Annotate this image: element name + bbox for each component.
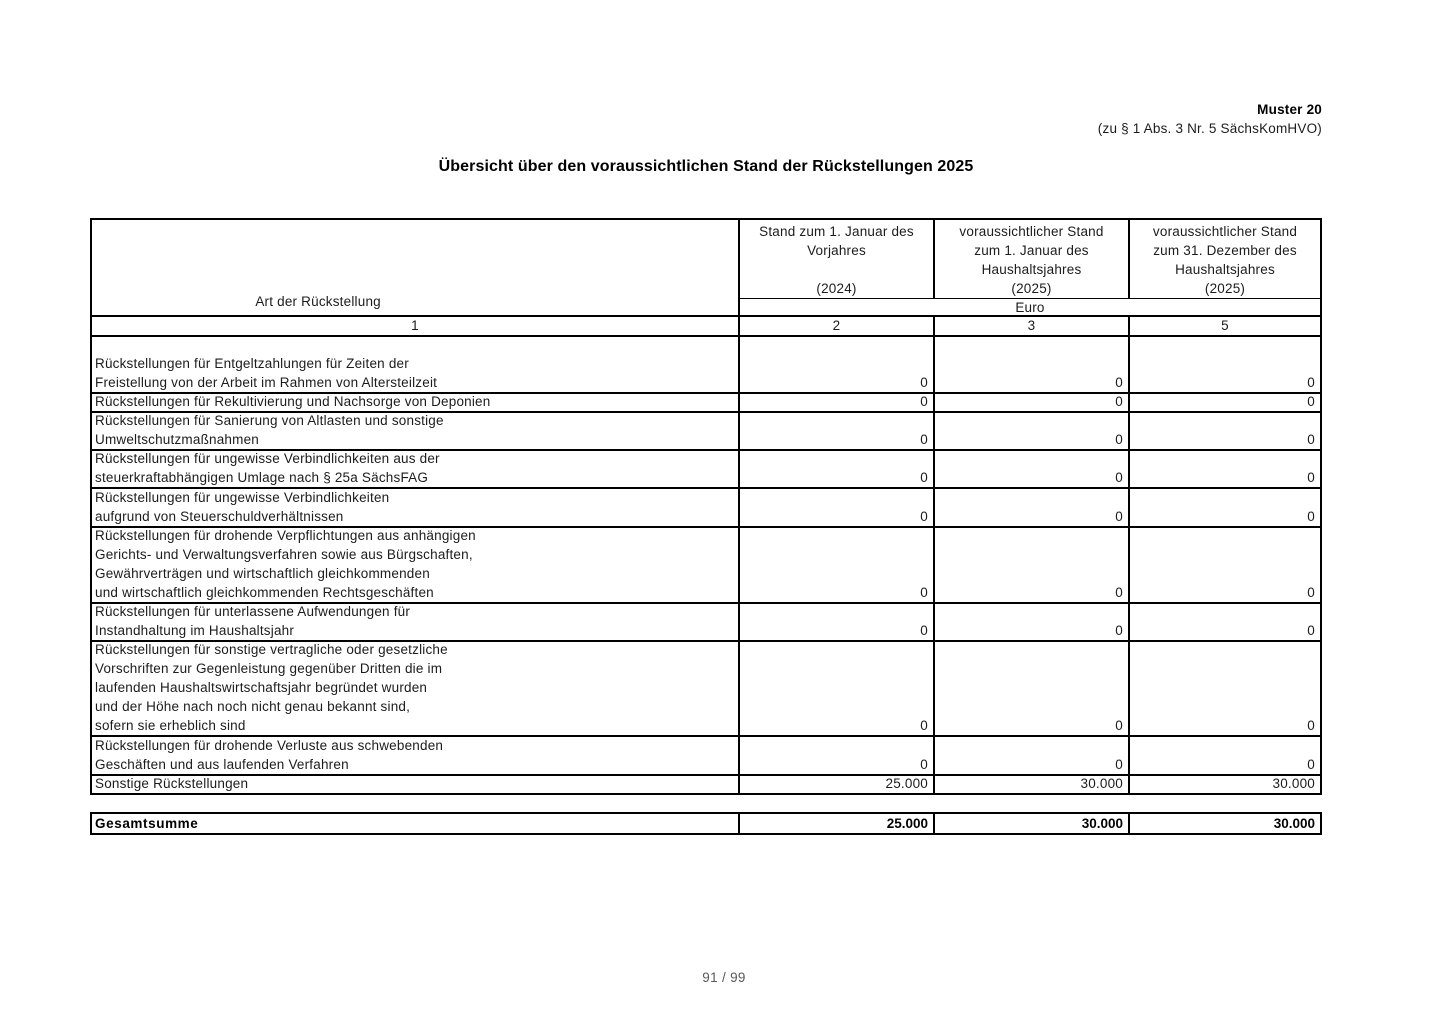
row-value: 0 (1128, 413, 1320, 449)
header-cell-stand-vorjahr: Stand zum 1. Januar des Vorjahres (2024) (738, 220, 933, 298)
column-number-1: 1 (411, 318, 419, 333)
row-value: 0 (933, 337, 1128, 392)
row-label: Rückstellungen für Entgeltzahlungen für … (95, 356, 438, 390)
row-value: 0 (738, 489, 933, 526)
provisions-table: Art der Rückstellung Stand zum 1. Januar… (90, 218, 1322, 795)
total-value: 30.000 (1128, 814, 1320, 833)
unit-row-euro: Euro (738, 298, 1320, 315)
row-value: 0 (1128, 337, 1320, 392)
form-reference-block: Muster 20 (zu § 1 Abs. 3 Nr. 5 SächsKomH… (1098, 100, 1322, 138)
row-label: Rückstellungen für drohende Verluste aus… (95, 738, 444, 772)
row-value: 0 (1128, 604, 1320, 640)
table-row: Rückstellungen für Rekultivierung und Na… (92, 392, 1320, 411)
row-value: 0 (933, 489, 1128, 526)
row-label: Rückstellungen für ungewisse Verbindlich… (95, 490, 390, 524)
row-value: 0 (738, 737, 933, 774)
row-label: Rückstellungen für Rekultivierung und Na… (95, 394, 491, 409)
row-value: 0 (1128, 737, 1320, 774)
header-cell-art-der-rueckstellung: Art der Rückstellung (255, 294, 381, 309)
row-value: 25.000 (738, 776, 933, 793)
row-value: 0 (933, 528, 1128, 602)
table-row: Rückstellungen für Sanierung von Altlast… (92, 411, 1320, 449)
column-number-2: 2 (738, 317, 933, 335)
table-row: Rückstellungen für sonstige vertragliche… (92, 640, 1320, 735)
row-label: Rückstellungen für ungewisse Verbindlich… (95, 451, 440, 485)
table-row: Rückstellungen für Entgeltzahlungen für … (92, 337, 1320, 392)
table-row: Rückstellungen für drohende Verpflichtun… (92, 526, 1320, 602)
column-number-row: 1 2 3 5 (92, 315, 1320, 337)
table-row: Rückstellungen für unterlassene Aufwendu… (92, 602, 1320, 640)
row-value: 0 (933, 451, 1128, 487)
total-label: Gesamtsumme (95, 816, 199, 831)
row-label: Rückstellungen für drohende Verpflichtun… (95, 528, 476, 600)
row-value: 0 (933, 642, 1128, 735)
row-value: 0 (1128, 489, 1320, 526)
header-cell-stand-1-januar: voraussichtlicher Stand zum 1. Januar de… (933, 220, 1128, 298)
total-value: 30.000 (933, 814, 1128, 833)
row-value: 0 (738, 337, 933, 392)
row-value: 0 (738, 528, 933, 602)
row-value: 0 (738, 604, 933, 640)
row-value: 0 (1128, 528, 1320, 602)
row-value: 30.000 (1128, 776, 1320, 793)
table-row: Rückstellungen für ungewisse Verbindlich… (92, 449, 1320, 487)
column-number-3: 3 (933, 317, 1128, 335)
page-number: 91 / 99 (702, 970, 746, 985)
row-value: 0 (1128, 451, 1320, 487)
table-row: Rückstellungen für drohende Verluste aus… (92, 735, 1320, 774)
row-value: 0 (933, 737, 1128, 774)
table-row: Rückstellungen für ungewisse Verbindlich… (92, 487, 1320, 526)
row-label: Rückstellungen für Sanierung von Altlast… (95, 413, 444, 447)
row-label: Rückstellungen für unterlassene Aufwendu… (95, 604, 411, 638)
row-value: 0 (933, 413, 1128, 449)
row-value: 0 (738, 451, 933, 487)
header-value-columns: Stand zum 1. Januar des Vorjahres (2024)… (738, 220, 1320, 315)
muster-legal-reference: (zu § 1 Abs. 3 Nr. 5 SächsKomHVO) (1097, 121, 1322, 136)
row-value: 0 (933, 394, 1128, 411)
row-value: 0 (1128, 642, 1320, 735)
row-value: 30.000 (933, 776, 1128, 793)
header-cell-stand-31-dezember: voraussichtlicher Stand zum 31. Dezember… (1128, 220, 1320, 298)
table-row: Sonstige Rückstellungen 25.000 30.000 30… (92, 774, 1320, 793)
row-value: 0 (738, 394, 933, 411)
total-value: 25.000 (738, 814, 933, 833)
total-row: Gesamtsumme 25.000 30.000 30.000 (90, 812, 1322, 835)
table-header: Art der Rückstellung Stand zum 1. Januar… (92, 220, 1320, 315)
row-value: 0 (738, 413, 933, 449)
muster-label: Muster 20 (1257, 102, 1322, 117)
row-value: 0 (1128, 394, 1320, 411)
page-title: Übersicht über den voraussichtlichen Sta… (438, 158, 974, 175)
row-label: Sonstige Rückstellungen (95, 776, 249, 791)
row-value: 0 (738, 642, 933, 735)
row-label: Rückstellungen für sonstige vertragliche… (95, 642, 448, 733)
row-value: 0 (933, 604, 1128, 640)
column-number-5: 5 (1128, 317, 1320, 335)
